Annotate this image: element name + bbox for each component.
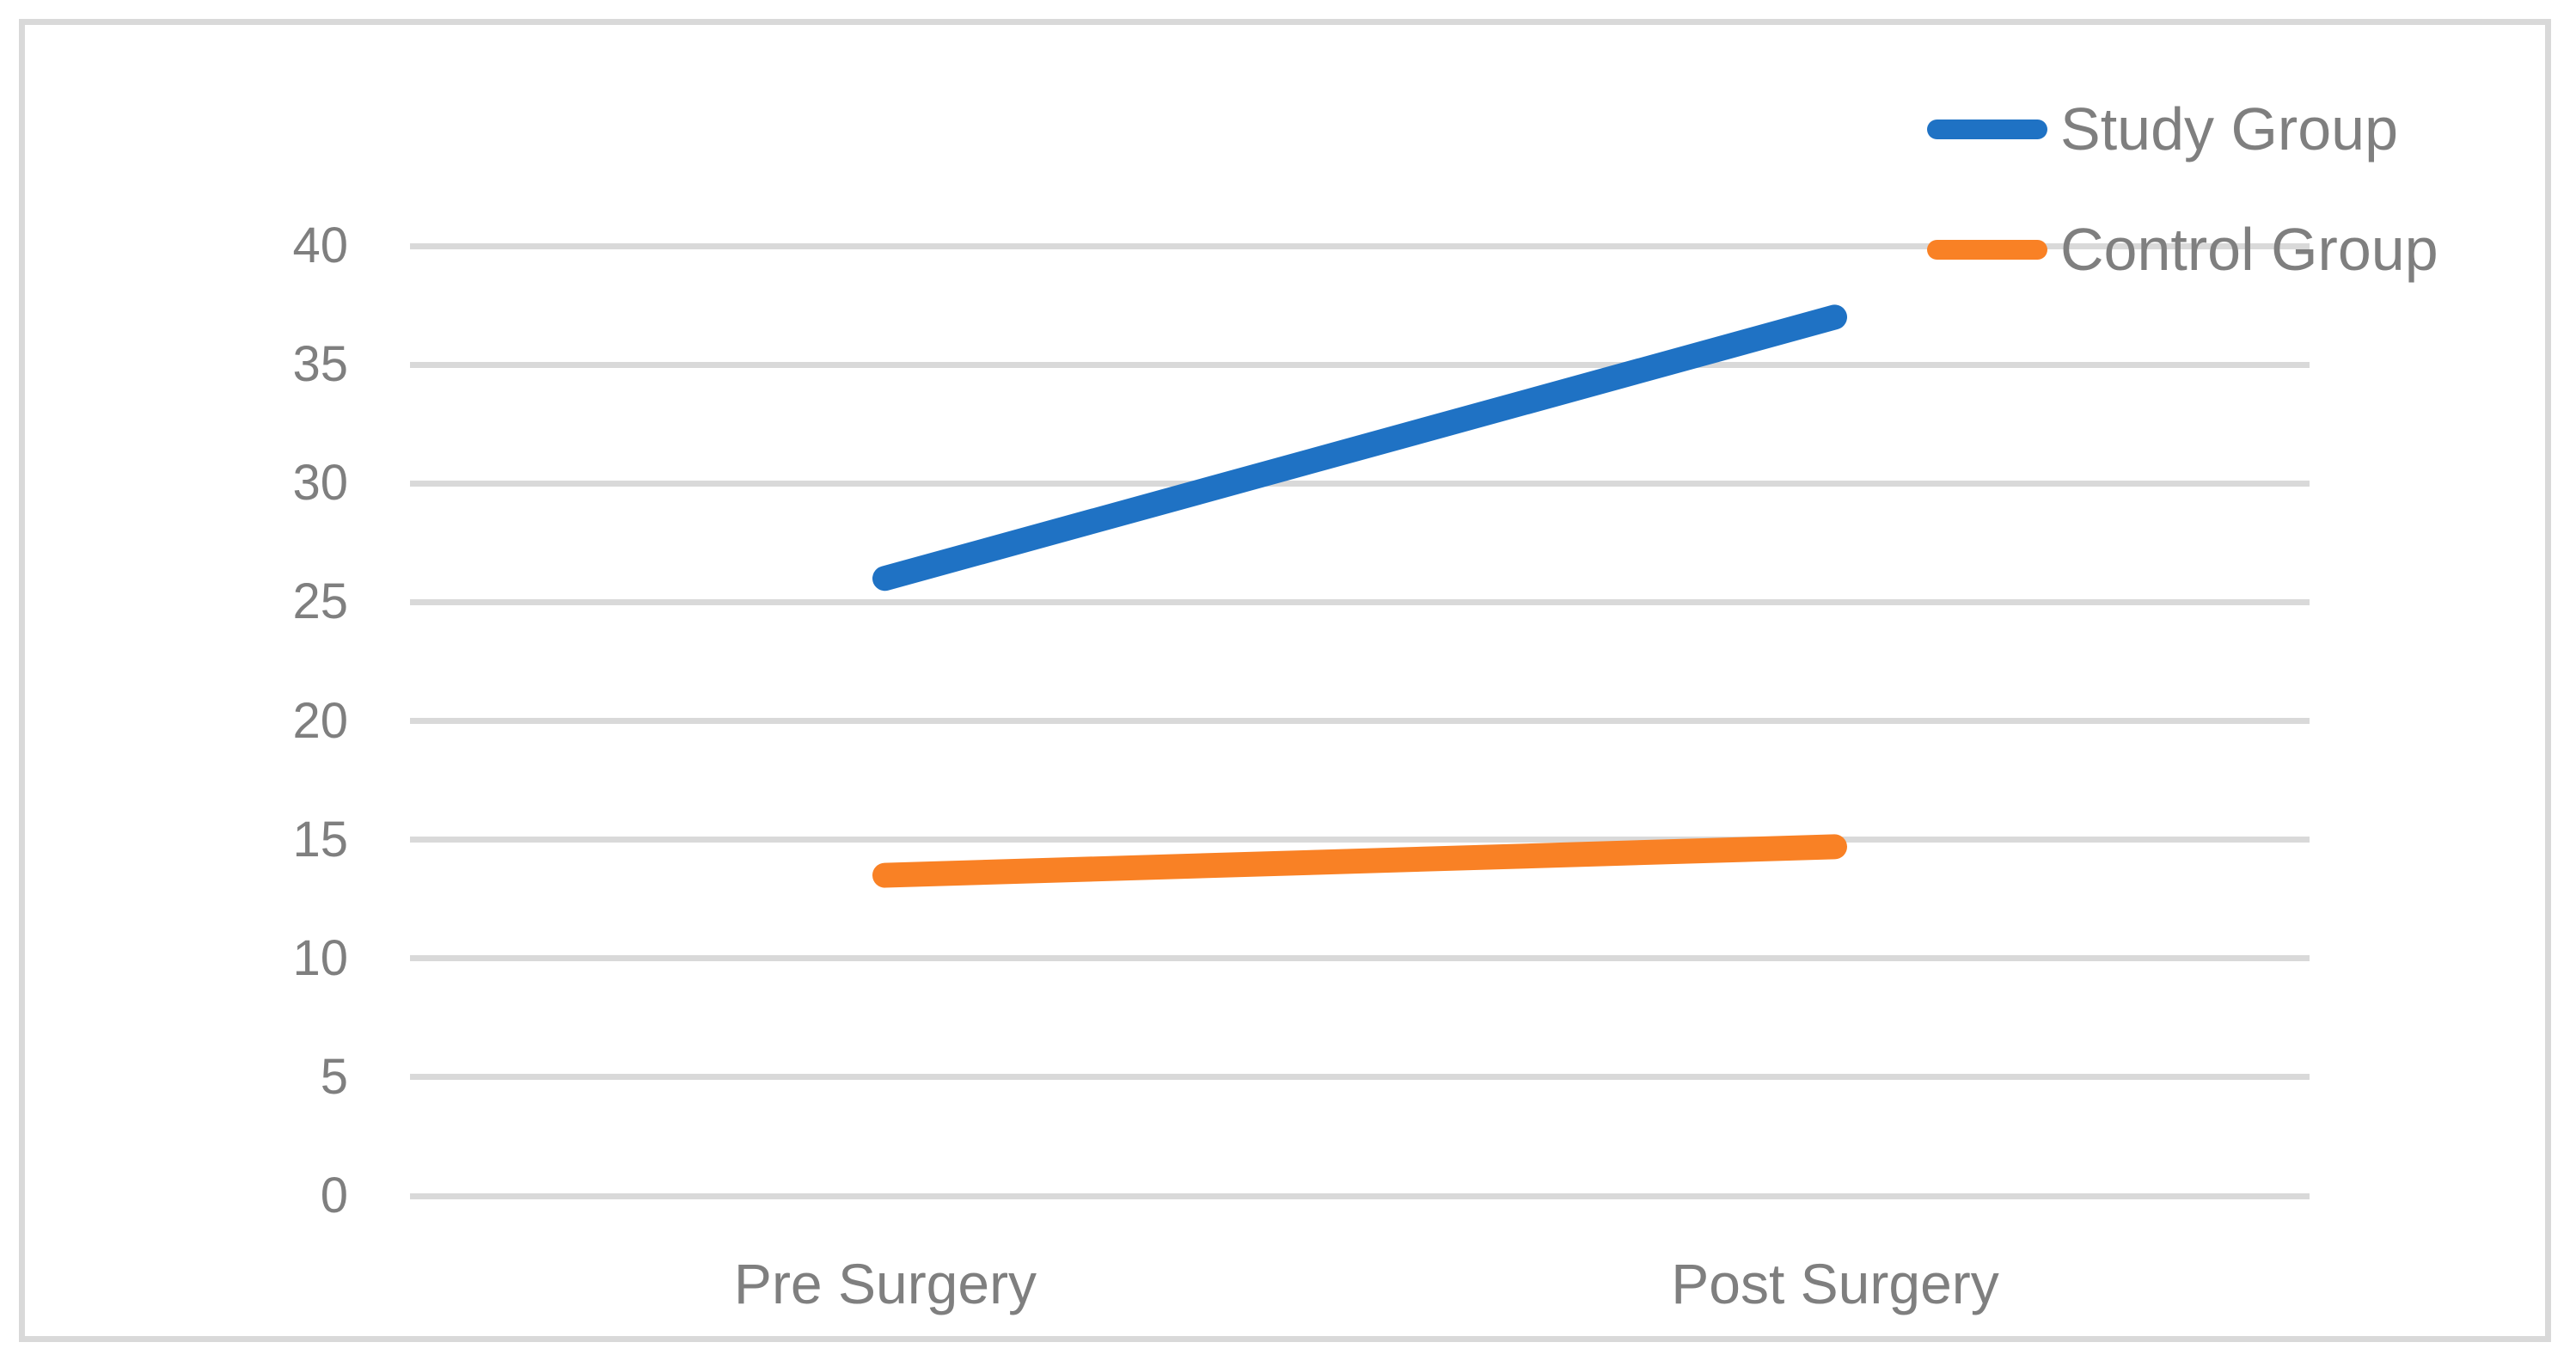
y-tick-label-15: 15: [292, 812, 348, 867]
legend-item-study-group: Study Group: [1927, 86, 2398, 172]
gridline-y-20: [410, 718, 2310, 724]
gridline-y-5: [410, 1074, 2310, 1080]
gridline-y-30: [410, 481, 2310, 487]
y-tick-label-35: 35: [292, 336, 348, 392]
legend-label: Study Group: [2060, 95, 2398, 162]
gridline-y-35: [410, 362, 2310, 368]
y-tick-label-10: 10: [292, 930, 348, 986]
gridline-y-15: [410, 837, 2310, 843]
gridline-y-0: [410, 1193, 2310, 1199]
gridline-y-10: [410, 955, 2310, 961]
y-tick-label-20: 20: [292, 693, 348, 749]
legend-swatch-control-group: [1927, 239, 2047, 260]
y-tick-label-5: 5: [320, 1049, 348, 1105]
y-tick-label-30: 30: [292, 455, 348, 511]
x-category-label-pre: Pre Surgery: [733, 1252, 1037, 1315]
y-tick-label-0: 0: [320, 1168, 348, 1223]
y-tick-label-40: 40: [292, 218, 348, 273]
legend-label: Control Group: [2060, 216, 2438, 283]
legend-swatch-study-group: [1927, 119, 2047, 139]
chart-frame-border: [19, 19, 2551, 1342]
gridline-y-25: [410, 599, 2310, 605]
gridline-y-40: [410, 243, 2310, 249]
series-line-control-group: [872, 834, 1847, 888]
x-category-label-post: Post Surgery: [1671, 1252, 1999, 1315]
series-line-study-group: [872, 304, 1847, 592]
legend-item-control-group: Control Group: [1927, 206, 2438, 292]
y-tick-label-25: 25: [292, 573, 348, 629]
